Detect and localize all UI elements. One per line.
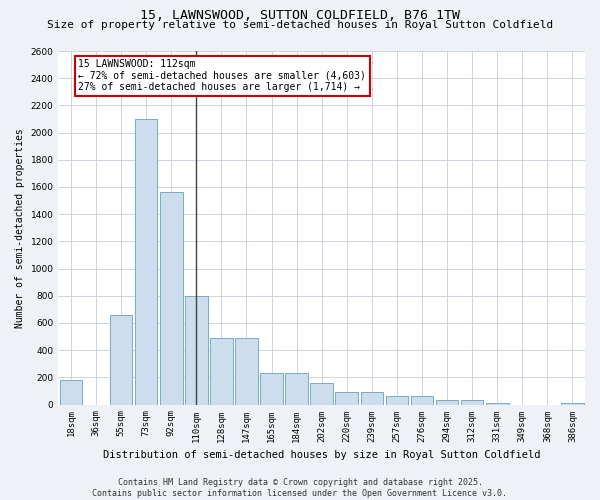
Bar bbox=[386, 396, 408, 404]
Text: 15 LAWNSWOOD: 112sqm
← 72% of semi-detached houses are smaller (4,603)
27% of se: 15 LAWNSWOOD: 112sqm ← 72% of semi-detac… bbox=[79, 59, 367, 92]
Text: Size of property relative to semi-detached houses in Royal Sutton Coldfield: Size of property relative to semi-detach… bbox=[47, 20, 553, 30]
Bar bbox=[436, 400, 458, 404]
Bar bbox=[59, 380, 82, 404]
Text: 15, LAWNSWOOD, SUTTON COLDFIELD, B76 1TW: 15, LAWNSWOOD, SUTTON COLDFIELD, B76 1TW bbox=[140, 9, 460, 22]
Y-axis label: Number of semi-detached properties: Number of semi-detached properties bbox=[15, 128, 25, 328]
Bar bbox=[210, 338, 233, 404]
X-axis label: Distribution of semi-detached houses by size in Royal Sutton Coldfield: Distribution of semi-detached houses by … bbox=[103, 450, 541, 460]
Bar bbox=[461, 400, 484, 404]
Bar bbox=[110, 315, 133, 404]
Bar bbox=[561, 403, 584, 404]
Bar bbox=[310, 384, 333, 404]
Bar bbox=[361, 392, 383, 404]
Bar bbox=[235, 338, 258, 404]
Bar bbox=[335, 392, 358, 404]
Bar bbox=[411, 396, 433, 404]
Bar bbox=[260, 374, 283, 404]
Bar bbox=[286, 374, 308, 404]
Text: Contains HM Land Registry data © Crown copyright and database right 2025.
Contai: Contains HM Land Registry data © Crown c… bbox=[92, 478, 508, 498]
Bar bbox=[160, 192, 182, 404]
Bar bbox=[135, 119, 157, 405]
Bar bbox=[185, 296, 208, 405]
Bar bbox=[486, 403, 509, 404]
